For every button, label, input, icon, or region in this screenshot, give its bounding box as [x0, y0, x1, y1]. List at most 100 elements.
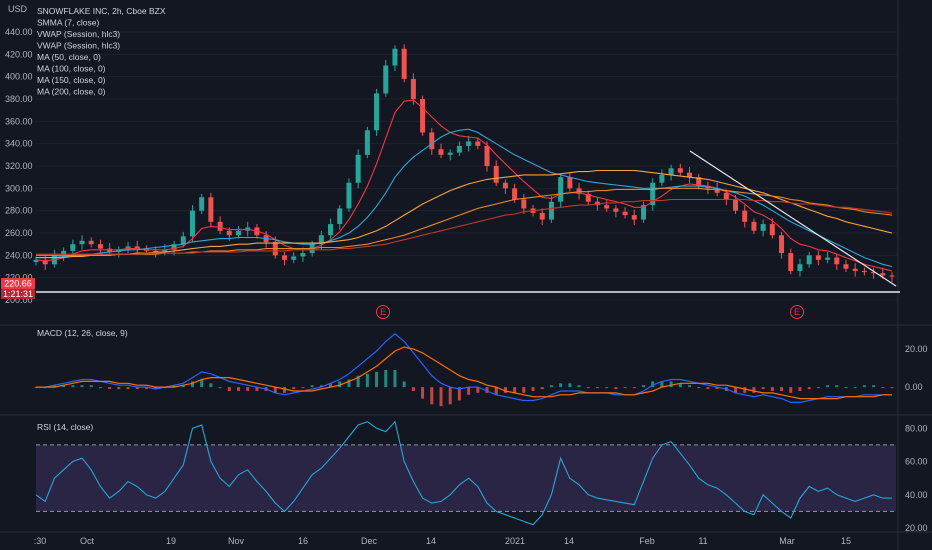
- legend-ma-50: MA (50, close, 0): [37, 52, 101, 62]
- macd-histogram-bar: [651, 381, 655, 388]
- macd-histogram-bar: [568, 383, 572, 388]
- candle-body: [447, 152, 453, 155]
- candle-body: [429, 132, 435, 150]
- macd-histogram-bar: [393, 370, 397, 388]
- macd-histogram-bar: [154, 387, 158, 390]
- macd-histogram-bar: [273, 387, 277, 393]
- macd-histogram-bar: [715, 387, 719, 390]
- candle-body: [364, 130, 370, 155]
- candle-body: [825, 257, 831, 260]
- price-tick-label: 340.00: [5, 139, 33, 149]
- price-series-line: [35, 99, 893, 272]
- macd-histogram-bar: [209, 383, 213, 388]
- candle-body: [61, 250, 67, 256]
- candle-body: [539, 212, 545, 220]
- rsi-series-line: [35, 420, 892, 526]
- candle-body: [631, 215, 637, 220]
- candle-body: [392, 48, 398, 66]
- currency-label: USD: [8, 4, 28, 14]
- macd-legend: MACD (12, 26, close, 9): [37, 328, 128, 338]
- macd-histogram-bar: [439, 387, 443, 407]
- macd-histogram-bar: [697, 387, 701, 389]
- macd-histogram-bar: [586, 387, 590, 389]
- candle-body: [420, 99, 426, 133]
- macd-histogram-bar: [559, 383, 563, 388]
- time-tick-label: Feb: [639, 536, 655, 546]
- macd-histogram-bar: [835, 385, 839, 388]
- legend-ma-100: MA (100, close, 0): [37, 64, 106, 74]
- macd-histogram-bar: [513, 387, 517, 393]
- rsi-axis-ticks: 80.00 60.00 40.00 20.00: [905, 423, 928, 533]
- candle-body: [687, 172, 693, 178]
- macd-histogram-bar: [80, 385, 84, 388]
- legend-ma-150: MA (150, close, 0): [37, 75, 106, 85]
- candle-body: [328, 224, 334, 236]
- candle-body: [70, 244, 76, 251]
- earnings-marker[interactable]: E: [376, 305, 390, 319]
- candle-body: [861, 270, 867, 273]
- candle-body: [659, 174, 665, 183]
- price-tick-label: 400.00: [5, 72, 33, 82]
- candle-body: [199, 197, 205, 211]
- macd-histogram-bar: [108, 387, 112, 390]
- macd-histogram-bar: [770, 387, 774, 391]
- price-tick-label: 380.00: [5, 94, 33, 104]
- macd-histogram-bar: [421, 387, 425, 399]
- candle-body: [788, 253, 794, 271]
- macd-histogram-bar: [678, 383, 682, 388]
- macd-histogram-bar: [752, 387, 756, 393]
- macd-histogram-bar: [310, 385, 314, 388]
- macd-histogram-bar: [890, 387, 894, 389]
- candle-body: [153, 250, 159, 252]
- candle-body: [484, 145, 490, 166]
- earnings-marker-label: E: [380, 307, 386, 317]
- macd-histogram-bar: [881, 387, 885, 389]
- macd-histogram-bar: [402, 381, 406, 388]
- macd-histogram-bar: [743, 387, 747, 393]
- macd-histogram-bar: [62, 385, 66, 388]
- macd-histogram-bar: [356, 375, 360, 388]
- macd-histogram-bar: [660, 381, 664, 388]
- macd-histogram-bar: [531, 387, 535, 391]
- price-tick-label: 320.00: [5, 161, 33, 171]
- macd-histogram-bar: [448, 387, 452, 405]
- macd-histogram-bar: [117, 387, 121, 390]
- candle-body: [576, 188, 582, 194]
- macd-histogram-bar: [236, 387, 240, 391]
- macd-tick-label: 0.00: [905, 382, 923, 392]
- macd-histogram-bar: [283, 387, 287, 393]
- rsi-line: [35, 420, 892, 526]
- candle-body: [291, 256, 297, 260]
- time-tick-label: 15: [841, 536, 851, 546]
- macd-histogram-bar: [98, 387, 102, 389]
- candle-body: [466, 141, 472, 146]
- downtrend-line[interactable]: [689, 150, 897, 287]
- legend-symbol: SNOWFLAKE INC, 2h, Cboe BZX: [37, 6, 166, 16]
- candle-body: [677, 168, 683, 173]
- legend-ma-200: MA (200, close, 0): [37, 87, 106, 97]
- macd-histogram-bar: [218, 387, 222, 389]
- candle-body: [180, 236, 186, 245]
- legend-vwap-1: VWAP (Session, hlc3): [37, 29, 120, 39]
- price-tick-label: 300.00: [5, 183, 33, 193]
- candle-body: [815, 255, 821, 260]
- macd-histogram-bar: [540, 387, 544, 390]
- countdown-label: 1:21:31: [3, 289, 33, 299]
- candle-body: [843, 264, 849, 269]
- macd-histogram-bar: [467, 387, 471, 395]
- candle-body: [760, 224, 766, 231]
- earnings-marker[interactable]: E: [790, 305, 804, 319]
- time-tick-label: Nov: [228, 536, 245, 546]
- candle-body: [300, 253, 306, 257]
- candle-body: [88, 240, 94, 245]
- candle-body: [235, 230, 241, 236]
- candle-body: [622, 211, 628, 216]
- candle-body: [97, 244, 103, 249]
- candle-body: [567, 177, 573, 189]
- macd-histogram-bar: [430, 387, 434, 405]
- last-price-badge: [1, 278, 35, 289]
- macd-histogram-bar: [844, 387, 848, 389]
- macd-histogram-bar: [816, 387, 820, 389]
- rsi-legend: RSI (14, close): [37, 422, 93, 432]
